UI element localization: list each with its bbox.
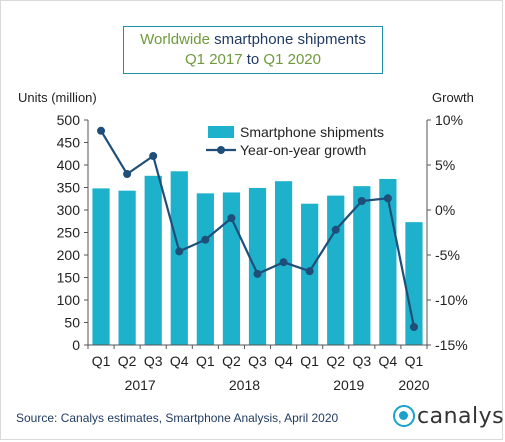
growth-point (305, 267, 314, 276)
growth-point (97, 126, 106, 135)
chart-title-box: Worldwide smartphone shipments Q1 2017 t… (123, 26, 383, 74)
right-tick-label: 0% (435, 202, 455, 218)
x-tick-label: Q4 (170, 353, 189, 369)
left-tick-label: 150 (57, 270, 81, 286)
year-label: 2019 (333, 377, 364, 393)
growth-point (175, 247, 184, 256)
bar (327, 195, 345, 345)
title-rest: smartphone shipments (209, 31, 366, 48)
growth-point (409, 323, 418, 331)
bar (196, 193, 214, 345)
subtitle-to: to (242, 51, 264, 68)
legend-bar-label: Smartphone shipments (240, 124, 384, 140)
right-tick-label: -15% (435, 337, 468, 353)
bar (92, 188, 110, 345)
bar (222, 192, 241, 345)
growth-point (357, 197, 366, 205)
left-tick-label: 200 (57, 247, 81, 263)
logo-text: canalys (417, 404, 505, 429)
subtitle-end: Q1 2020 (263, 51, 321, 68)
growth-point (149, 152, 158, 160)
left-tick-label: 100 (57, 292, 81, 308)
left-tick-label: 400 (57, 157, 81, 173)
title-highlight: Worldwide (140, 31, 210, 48)
bar (118, 190, 136, 345)
x-tick-label: Q4 (379, 353, 398, 369)
growth-point (201, 235, 210, 244)
left-tick-label: 250 (57, 225, 81, 241)
x-tick-label: Q2 (326, 353, 345, 369)
growth-point (227, 214, 236, 223)
growth-point (383, 194, 392, 203)
bar (248, 187, 267, 345)
legend-line-label: Year-on-year growth (240, 142, 366, 158)
left-tick-label: 300 (57, 202, 81, 218)
x-tick-label: Q3 (352, 353, 371, 369)
x-tick-label: Q3 (144, 353, 163, 369)
growth-point (253, 269, 262, 278)
x-tick-label: Q1 (405, 353, 424, 369)
year-label: 2020 (398, 377, 429, 393)
bar (379, 178, 397, 345)
chart-subtitle: Q1 2017 to Q1 2020 (124, 50, 382, 70)
x-tick-label: Q4 (274, 353, 293, 369)
x-tick-label: Q1 (196, 353, 215, 369)
growth-point (279, 258, 288, 267)
bar (353, 186, 371, 345)
x-tick-label: Q2 (222, 353, 241, 369)
legend-bar-swatch (208, 126, 234, 138)
canalys-logo: canalys (393, 404, 504, 429)
year-label: 2018 (229, 377, 260, 393)
legend-line-marker (217, 146, 225, 154)
left-tick-label: 450 (57, 135, 81, 151)
left-axis-title: Units (million) (18, 90, 97, 105)
chart-plot: 0 50 100 150 200 250 300 350 400 450 500 -15% -10% -5… (57, 112, 468, 393)
left-tick-label: 0 (72, 337, 80, 353)
left-tick-label: 50 (64, 315, 80, 331)
right-tick-label: 5% (435, 157, 455, 173)
subtitle-start: Q1 2017 (185, 51, 243, 68)
growth-point (123, 170, 132, 178)
bar (405, 222, 423, 345)
right-axis-title: Growth (432, 90, 474, 105)
left-tick-label: 500 (57, 112, 81, 128)
right-tick-label: -5% (435, 247, 460, 263)
left-tick-label: 350 (57, 180, 81, 196)
x-tick-label: Q2 (118, 353, 137, 369)
right-tick-label: 10% (435, 112, 463, 128)
x-tick-label: Q1 (92, 353, 111, 369)
x-tick-label: Q3 (248, 353, 267, 369)
chart-title: Worldwide smartphone shipments (124, 30, 382, 50)
bar (144, 175, 162, 345)
source-note: Source: Canalys estimates, Smartphone An… (16, 411, 339, 425)
bar (170, 171, 188, 345)
x-tick-label: Q1 (300, 353, 319, 369)
right-tick-label: -10% (435, 292, 468, 308)
year-label: 2017 (125, 377, 156, 393)
logo-mark-icon (393, 405, 415, 427)
growth-point (331, 225, 340, 234)
